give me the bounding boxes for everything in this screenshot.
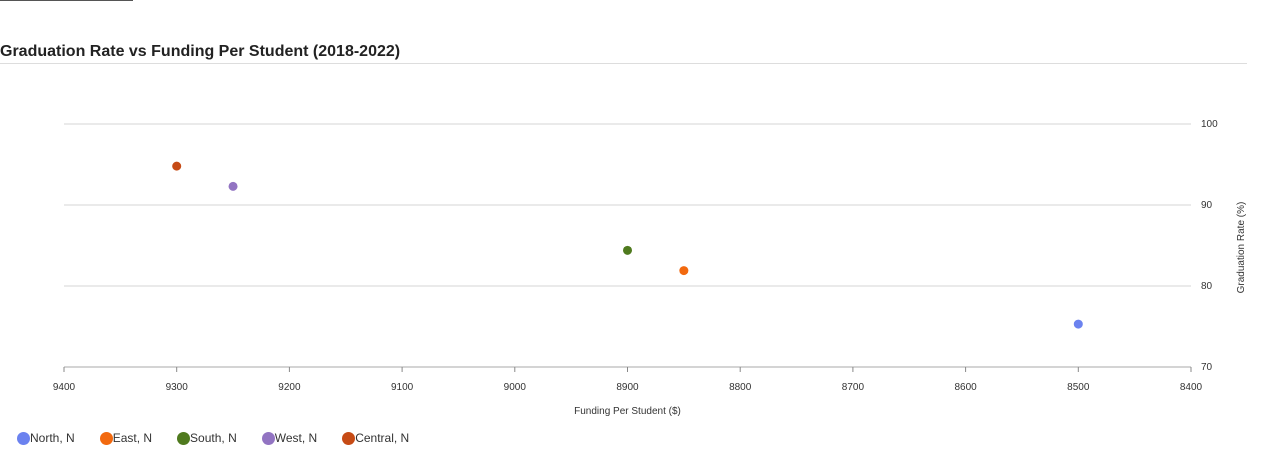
legend: North, N East, N South, N West, N Central, N: [17, 431, 434, 445]
x-tick-label: 9100: [391, 382, 414, 393]
top-divider: [0, 0, 133, 1]
legend-swatch: [342, 431, 356, 445]
chart-title: Graduation Rate vs Funding Per Student (…: [0, 43, 401, 60]
legend-swatch: [261, 431, 275, 445]
x-tick-label: 8600: [954, 382, 977, 393]
data-point: [228, 181, 238, 191]
x-tick-label: 8700: [842, 382, 865, 393]
legend-label: East, N: [112, 431, 153, 445]
y-tick-label: 70: [1201, 362, 1213, 373]
x-tick-label: 9300: [166, 382, 189, 393]
legend-swatch: [177, 431, 191, 445]
data-point: [679, 266, 689, 276]
y-tick-label: 80: [1201, 281, 1213, 292]
x-tick-label: 9000: [504, 382, 527, 393]
legend-label: Central, N: [355, 431, 410, 445]
legend-item[interactable]: Central, N: [342, 431, 409, 445]
x-tick-label: 8900: [616, 382, 639, 393]
x-tick-label: 8400: [1180, 382, 1203, 393]
legend-swatch: [17, 431, 30, 445]
y-tick-label: 90: [1201, 200, 1213, 211]
x-tick-label: 8500: [1067, 382, 1090, 393]
legend-label: North, N: [30, 431, 75, 445]
legend-item[interactable]: North, N: [17, 431, 75, 445]
data-point: [1073, 319, 1083, 329]
legend-item[interactable]: East, N: [99, 431, 153, 445]
x-tick-label: 9400: [53, 382, 76, 393]
data-point: [623, 245, 632, 255]
legend-item[interactable]: South, N: [177, 431, 237, 445]
title-divider: [0, 63, 1247, 64]
y-tick-label: 100: [1201, 119, 1218, 130]
legend-swatch: [99, 431, 113, 445]
legend-item[interactable]: West, N: [261, 431, 318, 445]
legend-label: West, N: [274, 431, 318, 445]
legend-label: South, N: [190, 431, 237, 445]
x-axis-label: Funding Per Student ($): [574, 406, 681, 417]
x-tick-label: 8800: [729, 382, 752, 393]
x-tick-label: 9200: [278, 382, 301, 393]
y-axis-label: Graduation Rate (%): [1236, 202, 1247, 294]
data-point: [172, 161, 182, 171]
